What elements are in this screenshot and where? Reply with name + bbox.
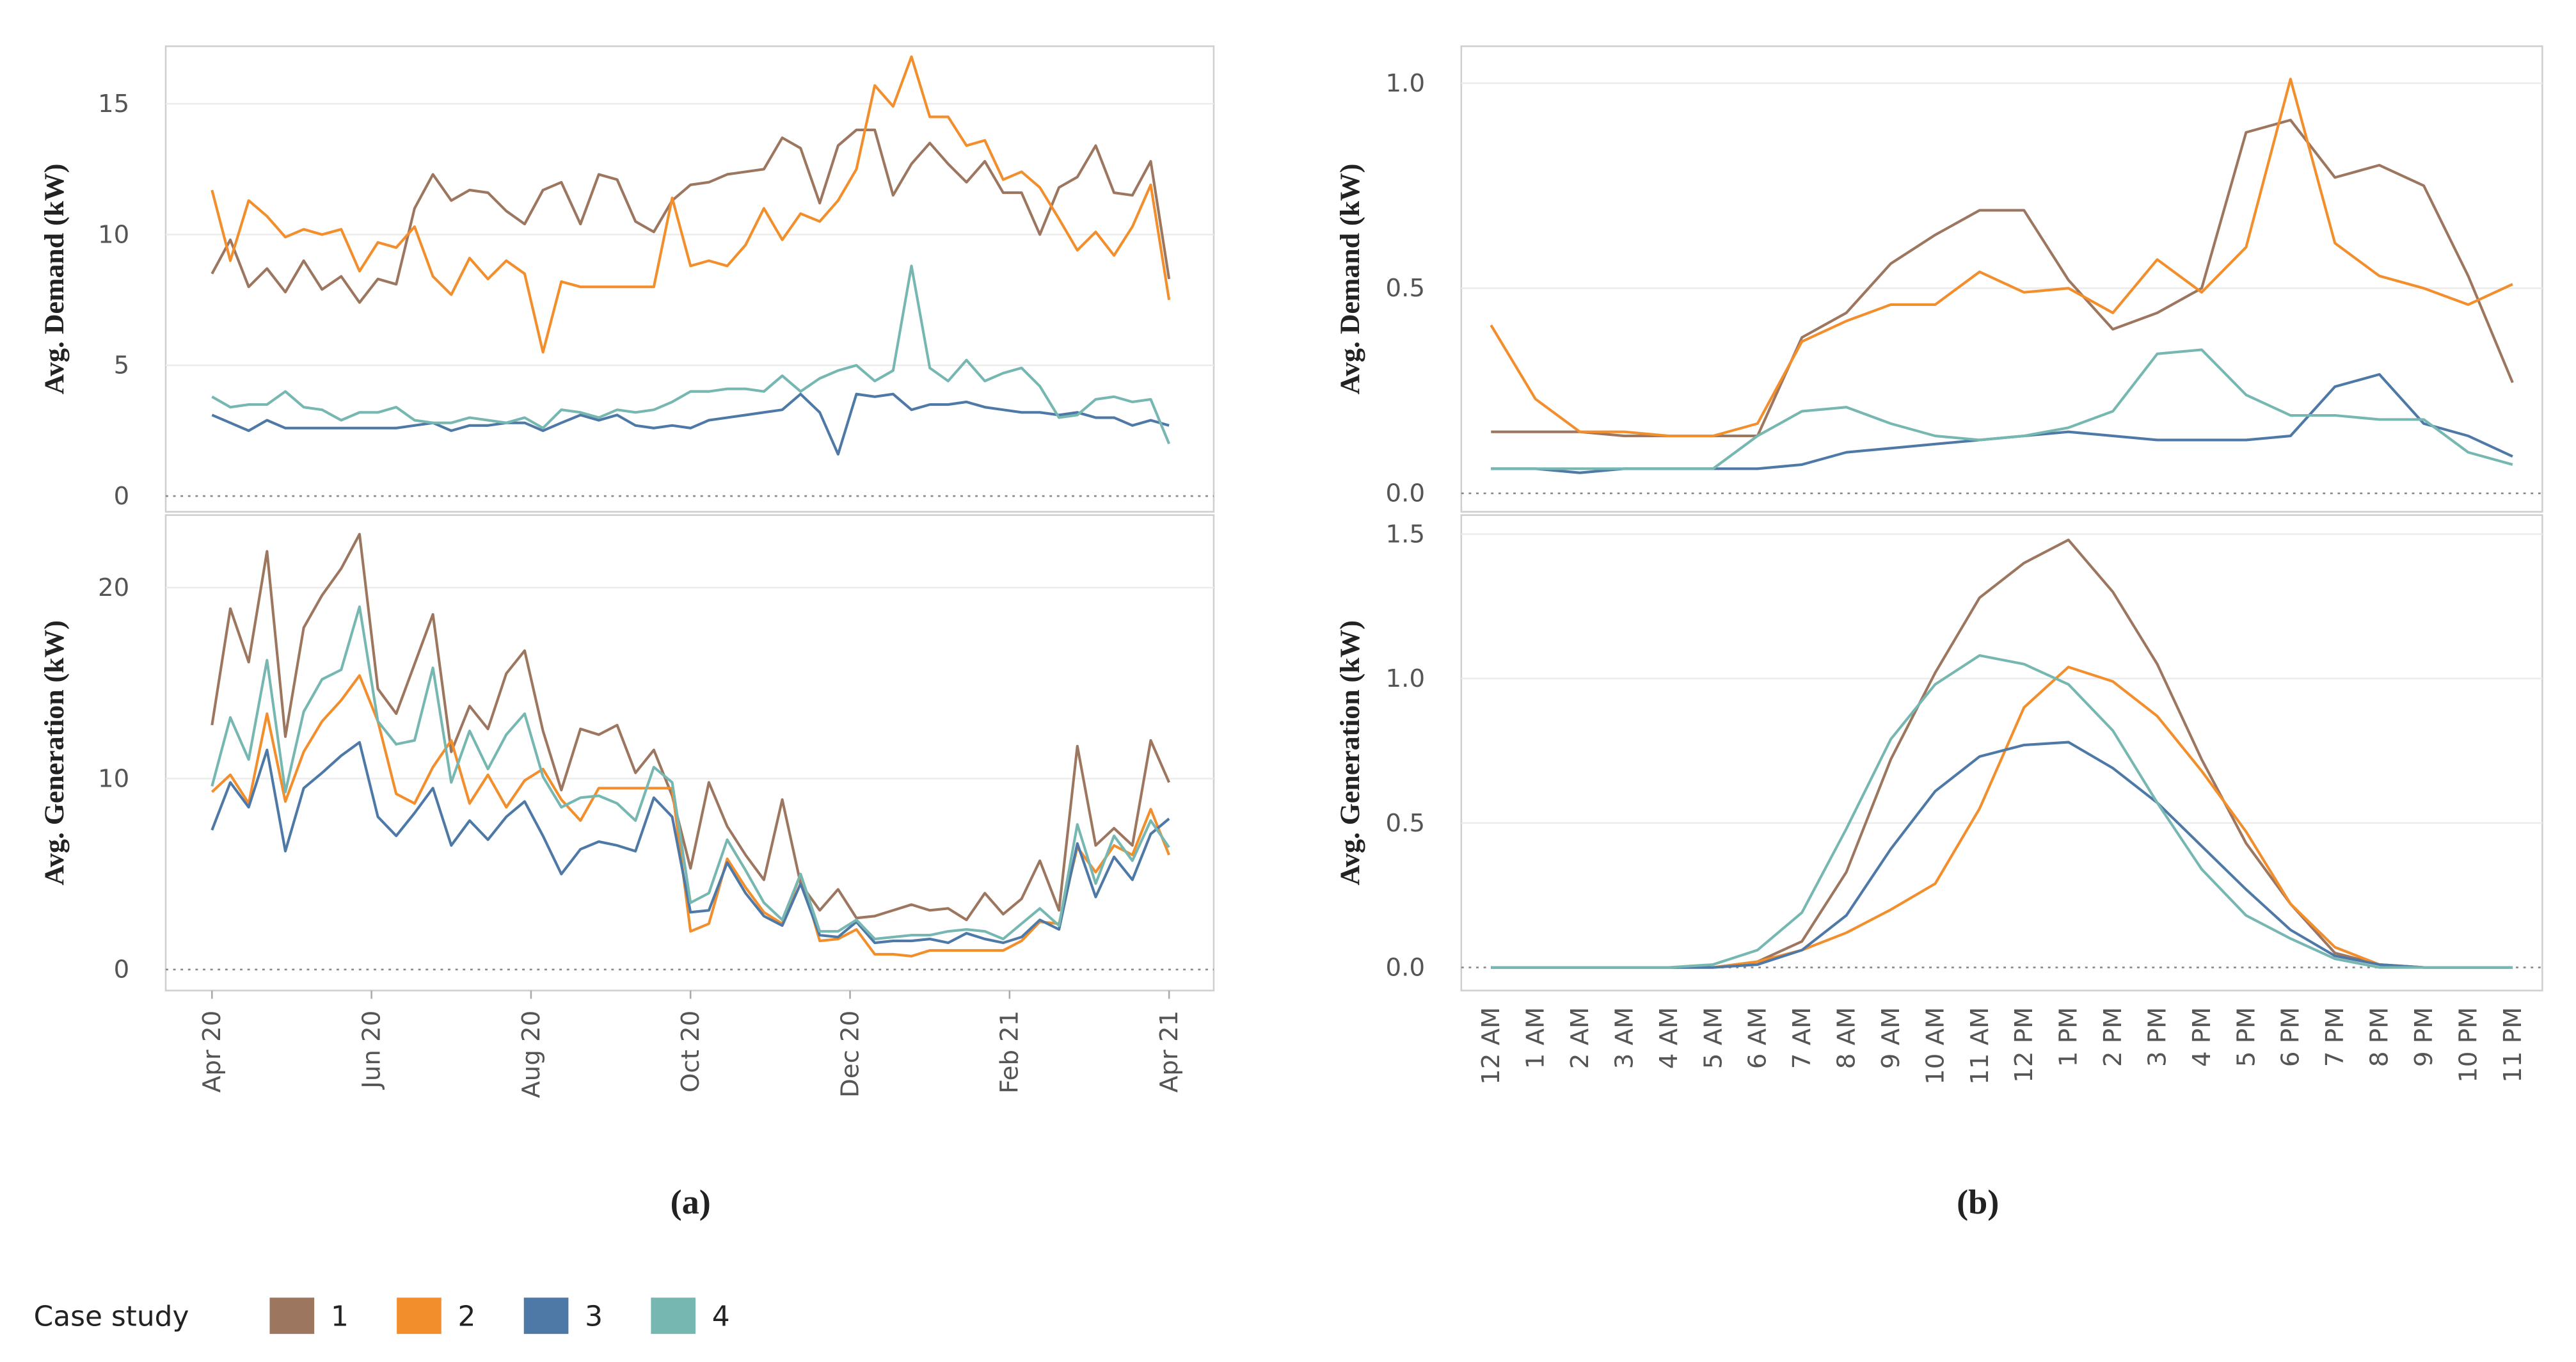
series-line [1491,118,2514,438]
x-tick-label: 8 PM [2365,1007,2394,1067]
y-tick-label: 0.0 [1386,953,1426,982]
legend-label: 3 [585,1300,603,1333]
series-line [211,741,1170,945]
panel-frame [164,45,1215,513]
legend-label: 1 [331,1300,349,1333]
x-tick-label: 9 AM [1877,1007,1905,1069]
y-axis-label: Avg. Generation (kW) [1335,620,1365,885]
legend-swatch [269,1297,315,1334]
series-line [1491,538,2513,969]
legend-swatch [651,1297,696,1334]
x-tick-label: Dec 20 [836,1011,864,1098]
x-tick-label: 6 AM [1744,1007,1772,1069]
series-line [211,533,1171,922]
y-tick-label: 10 [98,220,129,249]
y-tick-label: 5 [114,351,130,380]
y-tick-label: 1.5 [1386,520,1426,549]
series-line [1491,741,2513,969]
series-line [211,605,1170,941]
series-line [1491,348,2513,470]
series-line [1491,373,2513,474]
x-tick-label: Feb 21 [996,1011,1024,1094]
legend-label: 2 [458,1300,476,1333]
x-tick-label: 12 AM [1477,1007,1506,1084]
x-tick-label: Oct 20 [676,1011,705,1093]
y-tick-label: 0.5 [1386,274,1426,303]
y-tick-label: 10 [98,764,129,793]
x-tick-label: Jun 20 [358,1011,386,1090]
x-tick-label: 4 AM [1655,1007,1683,1069]
panel-frame [1460,514,2543,991]
x-tick-label: 7 PM [2321,1007,2349,1067]
x-tick-label: 6 PM [2277,1007,2305,1067]
legend-swatch [397,1297,441,1334]
x-tick-label: 2 AM [1566,1007,1594,1069]
x-tick-label: 11 AM [1966,1007,1994,1084]
y-tick-label: 1.0 [1386,664,1426,693]
x-tick-label: 3 AM [1610,1007,1639,1069]
x-tick-label: 7 AM [1788,1007,1817,1069]
x-tick-label: 11 PM [2499,1007,2527,1082]
x-tick-label: 5 AM [1699,1007,1728,1069]
legend-label: 4 [712,1300,730,1333]
x-tick-label: Apr 21 [1155,1011,1184,1093]
y-tick-label: 0.0 [1386,479,1426,508]
y-tick-label: 1.0 [1386,69,1426,98]
series-line [211,674,1171,957]
y-tick-label: 0.5 [1386,809,1426,838]
x-tick-label: Aug 20 [517,1011,546,1098]
y-tick-label: 0 [114,956,130,984]
series-line [211,264,1171,445]
x-tick-label: 10 PM [2454,1007,2483,1082]
y-tick-label: 15 [98,90,129,118]
x-tick-label: 1 PM [2055,1007,2083,1067]
series-line [211,55,1171,354]
series-line [211,128,1171,304]
series-line [1491,666,2513,969]
x-tick-label: 8 AM [1833,1007,1861,1069]
x-tick-label: 5 PM [2232,1007,2261,1067]
caption: (b) [1957,1183,1999,1221]
series-line [211,392,1170,456]
x-tick-label: 4 PM [2188,1007,2216,1067]
panel-frame [1460,45,2543,513]
x-tick-label: 2 PM [2099,1007,2127,1067]
x-tick-label: 3 PM [2143,1007,2172,1067]
x-tick-label: 9 PM [2410,1007,2438,1067]
y-tick-label: 0 [114,482,130,511]
series-line [1491,654,2513,969]
x-tick-label: 1 AM [1522,1007,1550,1069]
series-line [1490,77,2513,438]
y-axis-label: Avg. Demand (kW) [1335,164,1365,395]
x-tick-label: 10 AM [1921,1007,1950,1084]
y-axis-label: Avg. Demand (kW) [39,164,70,395]
x-tick-label: Apr 20 [198,1011,227,1093]
caption: (a) [671,1183,711,1221]
x-tick-label: 12 PM [2010,1007,2039,1082]
y-axis-label: Avg. Generation (kW) [39,620,70,885]
legend-title: Case study [34,1300,189,1333]
y-tick-label: 20 [98,573,129,602]
legend-swatch [523,1297,569,1334]
